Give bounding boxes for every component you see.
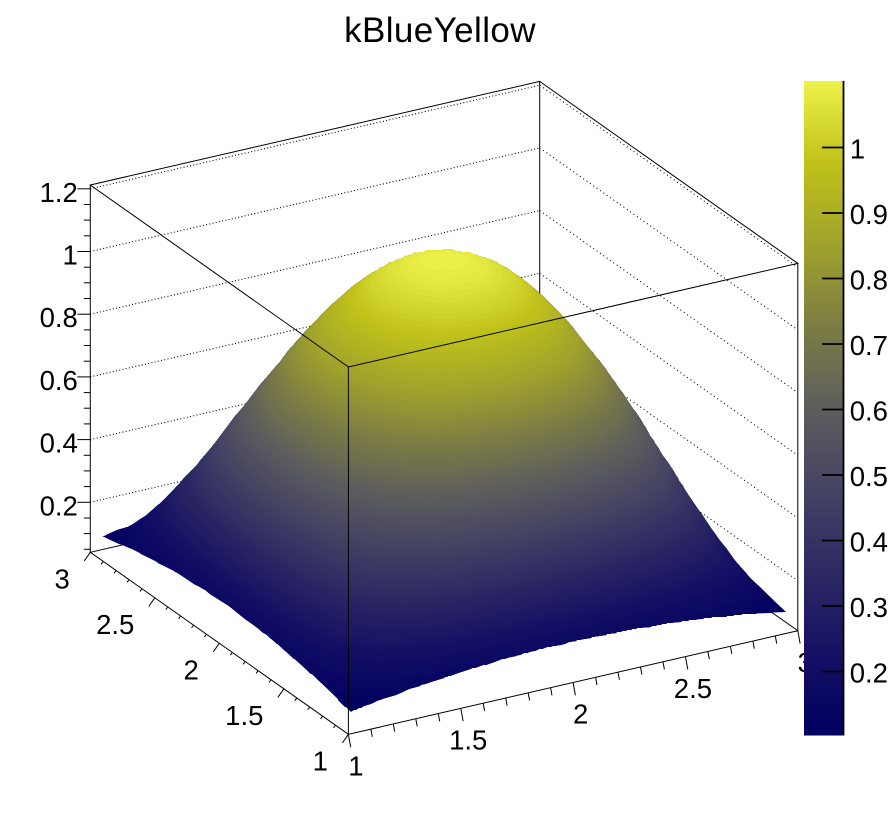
svg-text:0.2: 0.2	[40, 490, 78, 521]
svg-text:2: 2	[573, 699, 588, 730]
svg-text:1: 1	[313, 746, 328, 777]
svg-text:0.7: 0.7	[850, 330, 888, 361]
svg-text:0.2: 0.2	[850, 657, 888, 688]
svg-text:1: 1	[63, 240, 78, 271]
svg-text:0.4: 0.4	[40, 428, 78, 459]
svg-text:0.3: 0.3	[850, 592, 888, 623]
svg-text:0.4: 0.4	[850, 526, 888, 557]
svg-text:3: 3	[55, 564, 70, 595]
svg-text:1.2: 1.2	[40, 177, 78, 208]
svg-text:0.6: 0.6	[40, 365, 78, 396]
svg-text:2: 2	[184, 655, 199, 686]
svg-text:0.9: 0.9	[850, 199, 888, 230]
svg-text:kBlueYellow: kBlueYellow	[344, 11, 536, 50]
svg-text:0.8: 0.8	[40, 302, 78, 333]
svg-text:2.5: 2.5	[96, 609, 134, 640]
svg-text:1.5: 1.5	[225, 700, 263, 731]
svg-text:0.5: 0.5	[850, 461, 888, 492]
svg-text:1: 1	[850, 133, 865, 164]
svg-text:2.5: 2.5	[674, 673, 712, 704]
svg-text:0.6: 0.6	[850, 395, 888, 426]
svg-text:1.5: 1.5	[449, 725, 487, 756]
svg-text:0.8: 0.8	[850, 264, 888, 295]
svg-text:1: 1	[348, 751, 363, 782]
